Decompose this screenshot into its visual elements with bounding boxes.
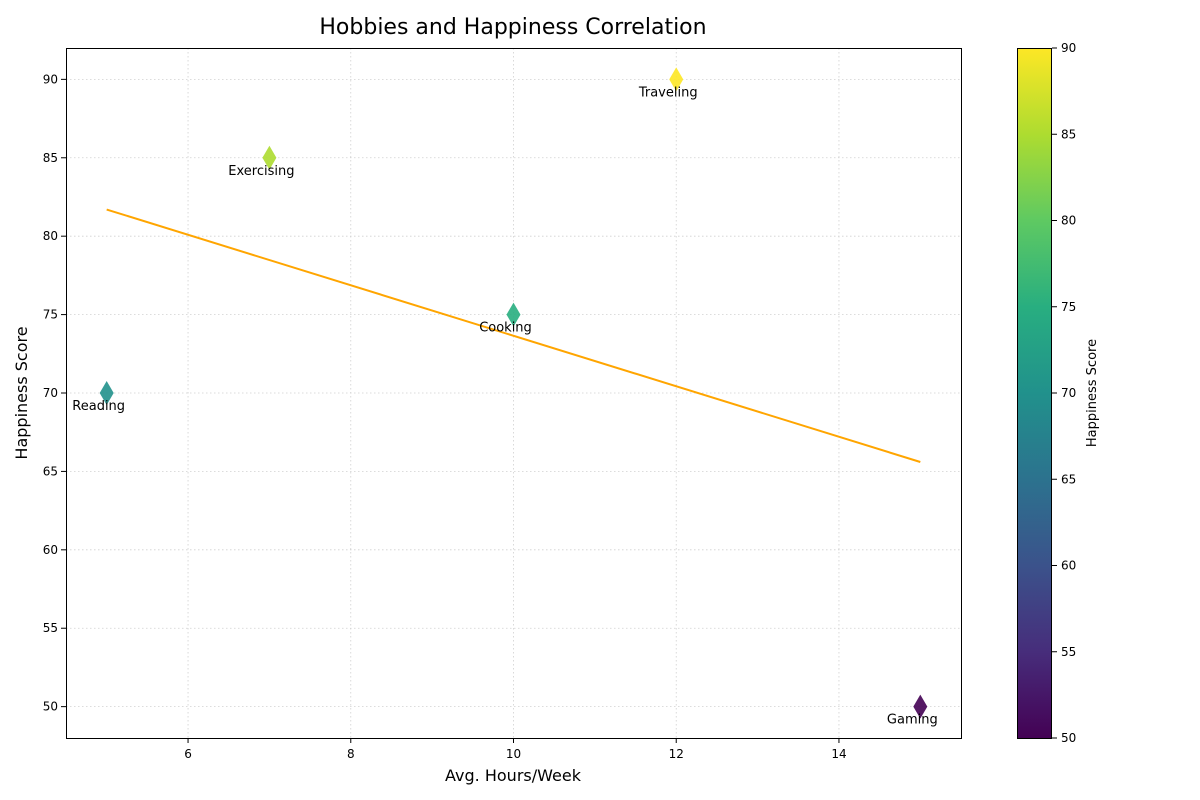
y-axis-label: Happiness Score bbox=[12, 326, 31, 459]
colorbar-label: Happiness Score bbox=[1085, 339, 1100, 447]
grid bbox=[66, 48, 961, 738]
y-tick-label: 65 bbox=[43, 464, 58, 478]
colorbar-tick-label: 55 bbox=[1061, 645, 1076, 659]
y-tick-label: 80 bbox=[43, 229, 58, 243]
x-tick-label: 14 bbox=[831, 747, 846, 761]
chart-title: Hobbies and Happiness Correlation bbox=[319, 15, 706, 40]
y-tick-label: 55 bbox=[43, 621, 58, 635]
colorbar-tick-label: 80 bbox=[1061, 214, 1076, 228]
y-tick-label: 75 bbox=[43, 308, 58, 322]
trendline-group bbox=[106, 208, 921, 463]
x-axis-ticks: 6 8 10 12 14 bbox=[184, 738, 847, 761]
x-tick-label: 10 bbox=[506, 747, 521, 761]
colorbar-tick-label: 65 bbox=[1061, 472, 1076, 486]
point-label-cooking: Cooking bbox=[479, 321, 532, 336]
data-point-reading bbox=[99, 381, 114, 405]
y-tick-label: 60 bbox=[43, 543, 58, 557]
x-tick-label: 8 bbox=[347, 747, 355, 761]
point-label-traveling: Traveling bbox=[638, 85, 698, 100]
data-point-gaming bbox=[913, 694, 928, 719]
colorbar-ticks: 50 55 60 65 70 75 80 85 90 bbox=[1052, 41, 1076, 745]
plot-frame bbox=[66, 48, 962, 739]
point-label-exercising: Exercising bbox=[228, 164, 294, 179]
y-tick-label: 50 bbox=[43, 700, 58, 714]
data-point-cooking bbox=[506, 302, 521, 327]
x-tick-label: 12 bbox=[669, 747, 684, 761]
x-tick-label: 6 bbox=[184, 747, 192, 761]
y-axis-ticks: 50 55 60 65 70 75 80 85 90 bbox=[43, 72, 66, 714]
points-group: Reading Exercising Cooking Traveling Gaming bbox=[72, 67, 938, 728]
x-axis-label: Avg. Hours/Week bbox=[445, 766, 582, 785]
point-label-gaming: Gaming bbox=[887, 713, 938, 728]
colorbar-tick-label: 90 bbox=[1061, 41, 1076, 55]
trendline bbox=[106, 208, 921, 463]
y-tick-label: 70 bbox=[43, 386, 58, 400]
colorbar bbox=[1017, 48, 1052, 739]
point-label-reading: Reading bbox=[72, 399, 125, 414]
y-tick-label: 85 bbox=[43, 151, 58, 165]
colorbar-tick-label: 85 bbox=[1061, 127, 1076, 141]
colorbar-tick-label: 70 bbox=[1061, 386, 1076, 400]
colorbar-tick-label: 50 bbox=[1061, 731, 1076, 745]
y-tick-label: 90 bbox=[43, 72, 58, 86]
data-point-traveling bbox=[669, 67, 684, 92]
colorbar-tick-label: 75 bbox=[1061, 300, 1076, 314]
data-point-exercising bbox=[262, 145, 277, 170]
colorbar-tick-label: 60 bbox=[1061, 559, 1076, 573]
